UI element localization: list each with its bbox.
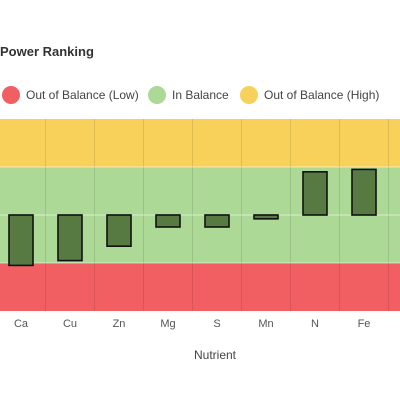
balance-bands [0, 119, 400, 311]
bar-mn [253, 214, 279, 220]
legend: Out of Balance (Low) In Balance Out of B… [0, 84, 400, 106]
bar-fe [351, 168, 377, 216]
bar-zn [106, 214, 132, 248]
band-0 [0, 263, 400, 311]
legend-item-high[interactable]: Out of Balance (High) [240, 84, 379, 106]
legend-label-balance: In Balance [172, 88, 229, 102]
x-tick-label-zn: Zn [113, 318, 126, 330]
x-axis-ticks: Ca Cu Zn Mg S Mn N Fe [14, 318, 370, 330]
bar-n [302, 171, 328, 216]
grid-lines [0, 119, 400, 311]
legend-label-high: Out of Balance (High) [264, 88, 380, 102]
bar-ca [8, 214, 34, 267]
bar-series [8, 168, 377, 267]
chart-title: Power Ranking [0, 44, 94, 59]
bar-cu [57, 214, 83, 262]
x-tick-label-n: N [311, 318, 319, 330]
legend-swatch-low [2, 86, 20, 104]
x-tick-label-cu: Cu [63, 318, 77, 330]
legend-swatch-balance [148, 86, 166, 104]
x-tick-label-mg: Mg [160, 318, 175, 330]
chart-title-text: Power Ranking [0, 44, 94, 59]
legend-item-low[interactable]: Out of Balance (Low) [2, 84, 139, 106]
legend-label-low: Out of Balance (Low) [26, 88, 139, 102]
x-axis-title: Nutrient [194, 348, 237, 362]
legend-item-balance[interactable]: In Balance [148, 84, 229, 106]
bar-s [204, 214, 230, 228]
x-tick-label-fe: Fe [358, 318, 371, 330]
x-tick-label-ca: Ca [14, 318, 29, 330]
legend-swatch-high [240, 86, 258, 104]
x-tick-label-mn: Mn [258, 318, 273, 330]
band-2 [0, 119, 400, 167]
x-tick-label-s: S [213, 318, 220, 330]
bar-mg [155, 214, 181, 228]
